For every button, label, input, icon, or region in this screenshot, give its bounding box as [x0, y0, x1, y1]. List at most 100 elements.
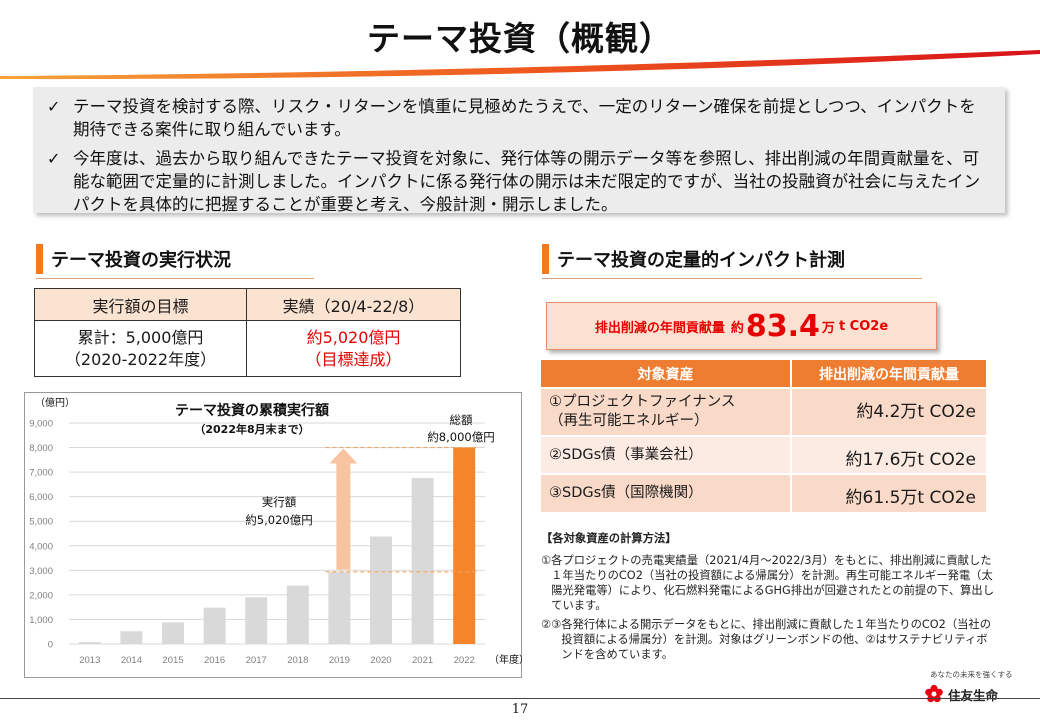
impact-value: 83.4 [745, 308, 820, 344]
impact-header-asset: 対象資産 [541, 360, 792, 388]
summary-item: ✓ テーマ投資を検討する際、リスク・リターンを慎重に見極めたうえで、一定のリター… [47, 95, 985, 141]
annotation-total-line2: 約8,000億円 [427, 430, 494, 444]
bar [78, 642, 101, 644]
y-tick-label: 8,000 [29, 443, 53, 454]
impact-unit2: t CO2e [838, 318, 889, 334]
bar [120, 631, 143, 644]
x-tick-label: 2022 [454, 655, 475, 666]
x-tick-label: 2015 [162, 655, 183, 666]
y-tick-label: 2,000 [29, 590, 53, 601]
y-tick-label: 3,000 [29, 566, 53, 577]
x-tick-label: 2018 [287, 655, 308, 666]
exec-actual-line2: （目標達成） [305, 349, 402, 369]
method-item: ① 各プロジェクトの売電実績量（2021/4月～2022/3月）をもとに、排出削… [541, 553, 996, 613]
x-tick-label: 2016 [204, 655, 225, 666]
x-axis-label: （年度） [489, 653, 523, 666]
exec-header-target: 実行額の目標 [34, 288, 247, 321]
impact-asset-cell: ②SDGs債（事業会社） [541, 435, 792, 474]
impact-prefix: 約 [730, 320, 744, 336]
method-num: ②③ [541, 618, 562, 631]
method-item: ②③ 各発行体による開示データをもとに、排出削減に貢献した１年当たりのCO2（当… [541, 617, 996, 662]
summary-item: ✓ 今年度は、過去から取り組んできたテーマ投資を対象に、発行体等の開示データ等を… [47, 147, 985, 216]
exec-actual-cell: 約5,020億円 （目標達成） [246, 320, 461, 377]
y-axis-label: （億円） [35, 396, 75, 409]
check-icon: ✓ [47, 149, 61, 168]
y-tick-label: 9,000 [29, 419, 53, 430]
page-number: 17 [511, 702, 529, 717]
asset-line1: ①プロジェクトファイナンス [549, 394, 736, 410]
bar [370, 536, 392, 644]
x-tick-label: 2017 [246, 655, 267, 666]
impact-asset-cell: ①プロジェクトファイナンス （再生可能エネルギー） [541, 387, 792, 436]
bar [328, 571, 351, 644]
annotation-executed-line2: 約5,020億円 [245, 513, 312, 527]
method-num: ① [541, 554, 552, 567]
bar [203, 607, 226, 644]
bar [411, 478, 434, 644]
growth-arrow-icon [329, 448, 358, 570]
bar [453, 447, 476, 644]
heading-text: テーマ投資の実行状況 [51, 250, 231, 271]
bar [162, 622, 184, 644]
company-name: 住友生命 [948, 687, 999, 703]
footer-divider [0, 698, 1040, 699]
x-tick-label: 2019 [329, 655, 350, 666]
impact-value-cell: 約61.5万t CO2e [791, 473, 988, 512]
chart-subtitle: （2022年8月末まで） [194, 422, 309, 436]
impact-header-value: 排出削減の年間貢献量 [791, 360, 988, 388]
bar [286, 585, 309, 644]
bar [245, 597, 268, 644]
annotation-total-line1: 総額 [450, 413, 473, 427]
heading-underline [36, 278, 314, 279]
method-text: 各プロジェクトの売電実績量（2021/4月～2022/3月）をもとに、排出削減に… [551, 554, 995, 612]
y-tick-label: 0 [48, 640, 53, 651]
calculation-method: 【各対象資産の計算方法】 ① 各プロジェクトの売電実績量（2021/4月～202… [541, 531, 996, 666]
summary-text: 今年度は、過去から取り組んできたテーマ投資を対象に、発行体等の開示データ等を参照… [73, 149, 981, 214]
exec-actual-line1: 約5,020億円 [306, 327, 401, 347]
summary-box: ✓ テーマ投資を検討する際、リスク・リターンを慎重に見極めたうえで、一定のリター… [33, 87, 1005, 216]
x-tick-label: 2013 [79, 655, 100, 666]
exec-target-line2: （2020-2022年度） [64, 349, 217, 369]
heading-underline [542, 278, 922, 279]
x-tick-label: 2014 [121, 655, 142, 666]
impact-row: ②SDGs債（事業会社） 約17.6万t CO2e [541, 435, 988, 474]
company-logo: 住友生命 [924, 684, 998, 704]
impact-unit: 万 [821, 320, 835, 336]
impact-asset-cell: ③SDGs債（国際機関） [541, 473, 792, 512]
exec-header-actual: 実績（20/4-22/8） [246, 288, 461, 321]
impact-row: ①プロジェクトファイナンス （再生可能エネルギー） 約4.2万t CO2e [541, 387, 988, 436]
impact-label: 排出削減の年間貢献量 [594, 320, 725, 336]
method-heading: 【各対象資産の計算方法】 [541, 532, 677, 545]
exec-target-cell: 累計：5,000億円 （2020-2022年度） [34, 320, 247, 377]
cumulative-investment-chart: 0 1,000 2,000 3,000 4,000 5,000 6,000 7,000 8,00… [24, 392, 523, 678]
impact-total-box: 排出削減の年間貢献量 約 83.4 万 t CO2e [546, 302, 937, 350]
y-tick-label: 5,000 [29, 517, 53, 528]
impact-table: 対象資産 排出削減の年間貢献量 ①プロジェクトファイナンス （再生可能エネルギー… [541, 360, 988, 512]
summary-text: テーマ投資を検討する際、リスク・リターンを慎重に見極めたうえで、一定のリターン確… [73, 97, 976, 139]
impact-row: ③SDGs債（国際機関） 約61.5万t CO2e [541, 473, 988, 512]
impact-heading: テーマ投資の定量的インパクト計測 [542, 242, 922, 279]
annotation-executed-line1: 実行額 [262, 495, 297, 509]
heading-text: テーマ投資の定量的インパクト計測 [557, 250, 845, 271]
heading-accent-bar [36, 244, 43, 274]
impact-value-cell: 約17.6万t CO2e [791, 435, 988, 474]
impact-value-cell: 約4.2万t CO2e [791, 387, 988, 436]
asset-line2: （再生可能エネルギー） [549, 413, 709, 429]
page-title: テーマ投資（概観） [367, 19, 673, 58]
y-tick-label: 4,000 [29, 541, 53, 552]
execution-status-heading: テーマ投資の実行状況 [36, 242, 314, 279]
x-tick-label: 2021 [412, 655, 433, 666]
check-icon: ✓ [47, 97, 61, 116]
y-tick-label: 1,000 [29, 615, 53, 626]
chart-title: テーマ投資の累積実行額 [175, 402, 329, 419]
execution-table: 実行額の目標 実績（20/4-22/8） 累計：5,000億円 （2020-20… [34, 288, 461, 377]
x-tick-label: 2020 [370, 655, 391, 666]
y-tick-label: 6,000 [29, 492, 53, 503]
method-text: 各発行体による開示データをもとに、排出削減に貢献した１年当たりのCO2（当社の投… [561, 618, 992, 661]
heading-accent-bar [542, 244, 549, 274]
chart-svg: 0 1,000 2,000 3,000 4,000 5,000 6,000 7,000 8,00… [29, 396, 523, 666]
y-tick-label: 7,000 [29, 468, 53, 479]
tagline: あなたの未来を強くする [930, 670, 1013, 679]
flower-logo-icon [925, 684, 943, 703]
exec-target-line1: 累計：5,000億円 [77, 327, 204, 347]
